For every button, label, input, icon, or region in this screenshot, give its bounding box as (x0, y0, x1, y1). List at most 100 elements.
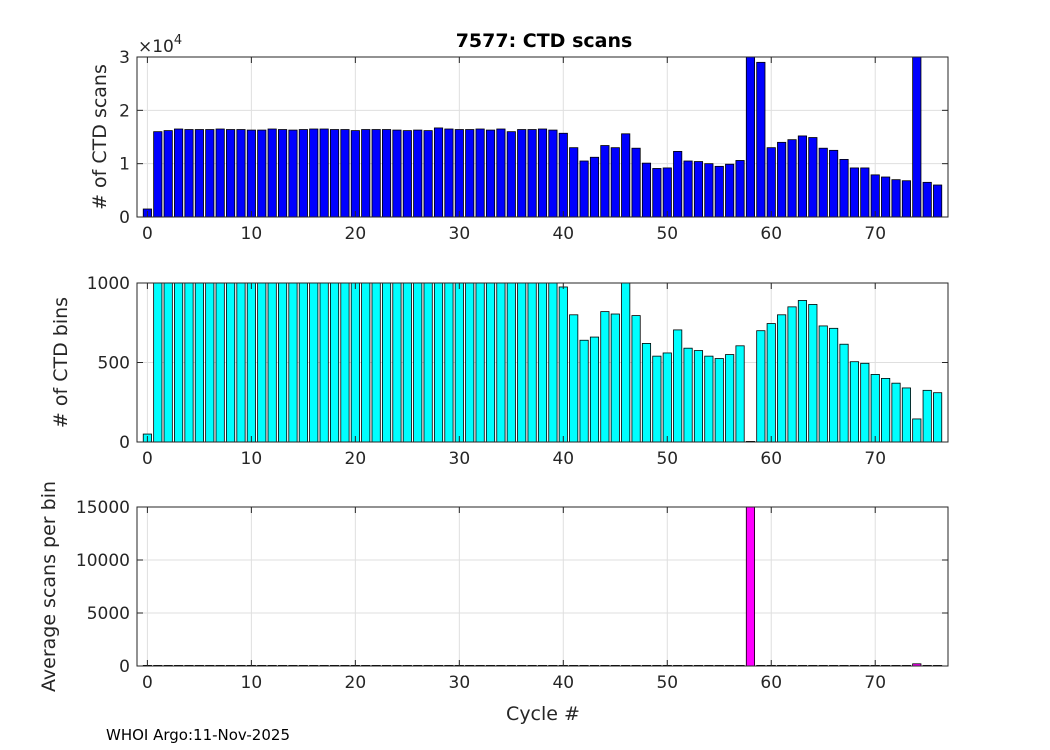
y-axis-title: Average scans per bin (38, 481, 60, 692)
x-tick-label: 50 (656, 673, 678, 693)
bar-cycle-27 (423, 130, 433, 218)
bar-cycle-28 (433, 127, 444, 218)
bar-cycle-5 (194, 129, 204, 218)
y-exponent-power: 4 (174, 33, 182, 48)
bar-cycle-3 (174, 128, 184, 218)
bar-cycle-26 (413, 282, 423, 443)
bar-cycle-35 (506, 282, 516, 443)
y-tick-label: 5000 (87, 604, 130, 624)
bar-cycle-69 (860, 362, 870, 443)
bar-cycle-61 (777, 314, 787, 443)
bar-cycle-50 (662, 352, 672, 443)
bar-cycle-12 (267, 128, 277, 218)
bar-cycle-6 (205, 282, 215, 443)
bar-cycle-41 (569, 147, 579, 218)
bar-cycle-36 (517, 282, 527, 443)
bar-cycle-63 (797, 300, 807, 443)
bar-cycle-38 (537, 282, 548, 443)
bar-cycle-59 (756, 61, 766, 218)
x-tick-label: 40 (552, 673, 574, 693)
x-tick-label: 50 (656, 449, 678, 469)
bar-cycle-33 (485, 282, 496, 443)
bar-cycle-55 (714, 358, 724, 443)
bar-cycle-18 (329, 129, 340, 218)
bar-cycle-55 (714, 165, 724, 218)
bar-cycle-58 (745, 56, 756, 218)
bar-cycle-75 (922, 389, 932, 443)
bar-cycle-41 (569, 314, 579, 443)
bar-cycle-45 (610, 313, 620, 443)
bar-cycle-44 (600, 311, 610, 443)
bar-cycle-2 (163, 130, 173, 218)
bar-cycle-9 (236, 282, 246, 443)
bar-cycle-43 (589, 156, 600, 218)
bar-cycle-71 (881, 377, 891, 443)
bar-cycle-22 (371, 282, 381, 443)
bar-cycle-76 (933, 392, 943, 443)
x-tick-label: 0 (142, 224, 153, 244)
bar-cycle-16 (309, 128, 319, 218)
bar-cycle-8 (226, 282, 236, 443)
x-tick-label: 30 (449, 449, 471, 469)
bar-cycle-25 (402, 130, 412, 218)
bar-cycle-57 (735, 160, 745, 218)
bar-cycle-54 (704, 163, 714, 218)
bar-cycle-37 (527, 282, 537, 443)
x-tick-label: 10 (241, 449, 263, 469)
bar-cycle-11 (257, 129, 267, 218)
bar-cycle-52 (683, 160, 693, 218)
x-tick-label: 20 (345, 449, 367, 469)
bar-cycle-44 (600, 145, 610, 218)
bar-cycle-13 (278, 129, 288, 218)
bar-cycle-51 (673, 150, 683, 218)
bar-cycle-27 (423, 282, 433, 443)
bar-cycle-15 (298, 282, 308, 443)
bar-cycle-3 (174, 282, 184, 443)
bar-cycle-76 (933, 184, 943, 218)
y-axis-title: # of CTD bins (50, 297, 72, 428)
x-tick-label: 0 (142, 673, 153, 693)
bar-cycle-24 (392, 129, 402, 218)
bar-cycle-49 (652, 355, 662, 443)
bar-cycle-23 (381, 129, 392, 218)
bar-cycle-30 (454, 129, 464, 218)
bar-cycle-59 (756, 330, 766, 443)
bar-cycle-24 (392, 282, 402, 443)
y-tick-label: 500 (98, 354, 130, 374)
bar-cycle-7 (215, 282, 225, 443)
bar-cycle-60 (766, 147, 776, 218)
bar-cycle-73 (901, 180, 911, 218)
x-tick-label: 10 (241, 673, 263, 693)
bar-cycle-39 (548, 129, 558, 218)
bar-cycle-22 (371, 129, 381, 218)
x-tick-label: 10 (241, 224, 263, 244)
bar-cycle-47 (631, 315, 641, 443)
x-tick-label: 70 (864, 224, 886, 244)
bar-cycle-67 (839, 158, 849, 218)
bar-cycle-74 (912, 56, 922, 218)
x-axis-title: Cycle # (506, 703, 580, 725)
bar-cycle-66 (829, 149, 839, 218)
bar-cycle-29 (444, 282, 454, 443)
bar-cycle-48 (641, 343, 652, 443)
bar-cycle-64 (808, 304, 818, 443)
bar-cycle-45 (610, 147, 620, 218)
bar-cycle-62 (787, 139, 797, 218)
bar-cycle-21 (361, 282, 371, 443)
bar-cycle-16 (309, 282, 319, 443)
bar-cycle-17 (319, 128, 329, 218)
x-tick-label: 20 (345, 224, 367, 244)
bar-cycle-14 (288, 129, 298, 218)
bar-cycle-19 (340, 282, 350, 443)
x-tick-label: 50 (656, 224, 678, 244)
bar-cycle-50 (662, 167, 672, 218)
bar-cycle-34 (496, 282, 506, 443)
bar-cycle-4 (184, 282, 194, 443)
bar-cycle-2 (163, 282, 173, 443)
bar-cycle-21 (361, 129, 371, 218)
bar-cycle-42 (579, 160, 589, 218)
bar-cycle-38 (537, 128, 548, 218)
bar-cycle-43 (589, 336, 600, 443)
bar-cycle-67 (839, 343, 849, 443)
bar-cycle-70 (870, 174, 880, 218)
